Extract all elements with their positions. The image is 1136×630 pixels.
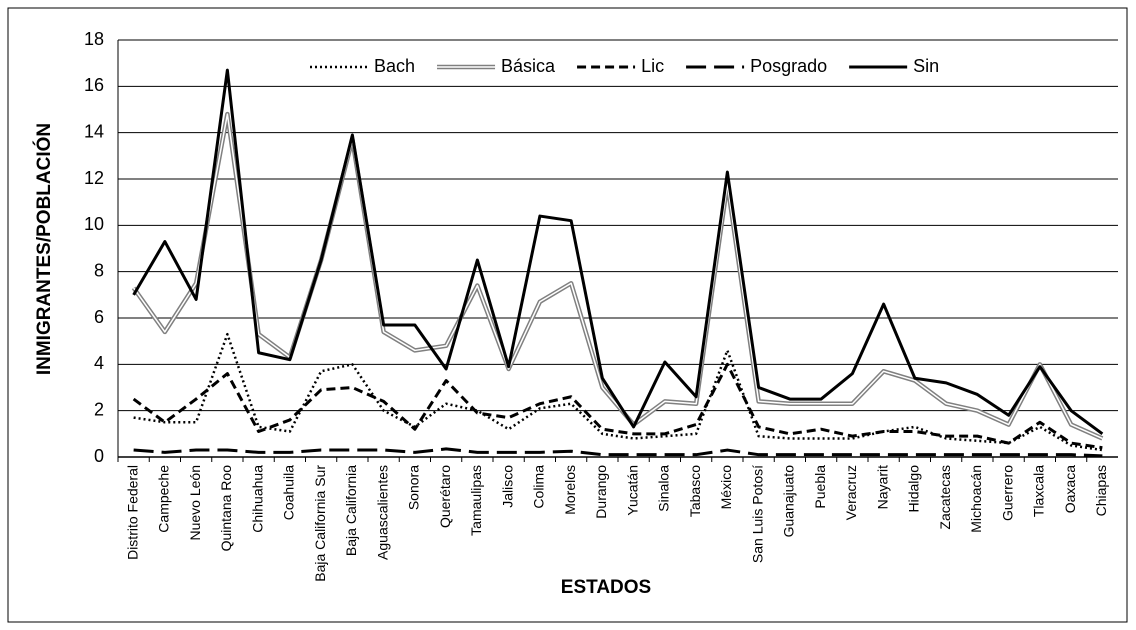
x-tick-label: Hidalgo [906, 465, 922, 513]
series-line [133, 332, 1103, 452]
chart-frame [7, 7, 1128, 623]
x-tick-label: Nayarit [874, 465, 890, 509]
legend-label: Posgrado [750, 56, 827, 76]
x-tick-label: Puebla [812, 465, 828, 509]
x-tick-label: Querétaro [437, 465, 453, 528]
x-tick-label: México [718, 465, 734, 510]
legend-label: Bach [374, 56, 415, 76]
y-tick-label: 0 [94, 446, 104, 466]
x-tick-label: Oaxaca [1062, 465, 1078, 513]
x-tick-label: Michoacán [968, 465, 984, 533]
series-line [132, 68, 1104, 436]
legend-label: Sin [913, 56, 939, 76]
x-tick-label: Chiapas [1093, 465, 1109, 516]
series-line-inner [133, 113, 1103, 440]
x-tick-label: Sinaloa [656, 465, 672, 512]
x-tick-label: Tamaulipas [468, 465, 484, 536]
legend-label: Básica [501, 56, 556, 76]
x-tick-label: Campeche [156, 465, 172, 533]
x-tick-label: Baja California [343, 465, 359, 556]
y-tick-label: 14 [84, 121, 104, 141]
x-tick-label: Quintana Roo [218, 465, 234, 552]
series-line [131, 111, 1104, 441]
x-tick-label: Chihuahua [249, 465, 265, 533]
x-tick-label: Yucatán [624, 465, 640, 516]
x-tick-label: Zacatecas [937, 465, 953, 530]
y-tick-label: 10 [84, 214, 104, 234]
x-tick-label: Nuevo León [187, 465, 203, 541]
x-tick-label: Distrito Federal [124, 465, 140, 560]
y-tick-label: 12 [84, 168, 104, 188]
series-line [132, 362, 1103, 450]
y-tick-label: 8 [94, 260, 104, 280]
y-tick-label: 4 [94, 353, 104, 373]
y-tick-label: 6 [94, 307, 104, 327]
y-axis-label: INMIGRANTES/POBLACIÓN [33, 123, 55, 375]
y-tick-label: 18 [84, 29, 104, 49]
x-tick-label: Durango [593, 465, 609, 519]
x-tick-label: Guerrero [999, 465, 1015, 521]
x-tick-label: Tabasco [687, 465, 703, 517]
x-tick-label: Sonora [406, 465, 422, 510]
x-axis-label: ESTADOS [561, 577, 651, 598]
x-tick-label: Guanajuato [781, 465, 797, 538]
y-tick-label: 2 [94, 399, 104, 419]
x-tick-label: Baja California Sur [312, 465, 328, 582]
y-tick-label: 16 [84, 75, 104, 95]
x-tick-label: Aguascalientes [374, 465, 390, 560]
x-tick-label: Tlaxcala [1031, 465, 1047, 517]
legend-label: Lic [641, 56, 664, 76]
x-tick-label: San Luis Potosí [749, 465, 765, 563]
x-tick-label: Colima [531, 465, 547, 509]
series-line [133, 447, 1103, 458]
x-tick-label: Coahuila [281, 465, 297, 520]
x-tick-label: Morelos [562, 465, 578, 515]
x-tick-label: Jalisco [499, 465, 515, 508]
x-tick-label: Veracruz [843, 465, 859, 520]
